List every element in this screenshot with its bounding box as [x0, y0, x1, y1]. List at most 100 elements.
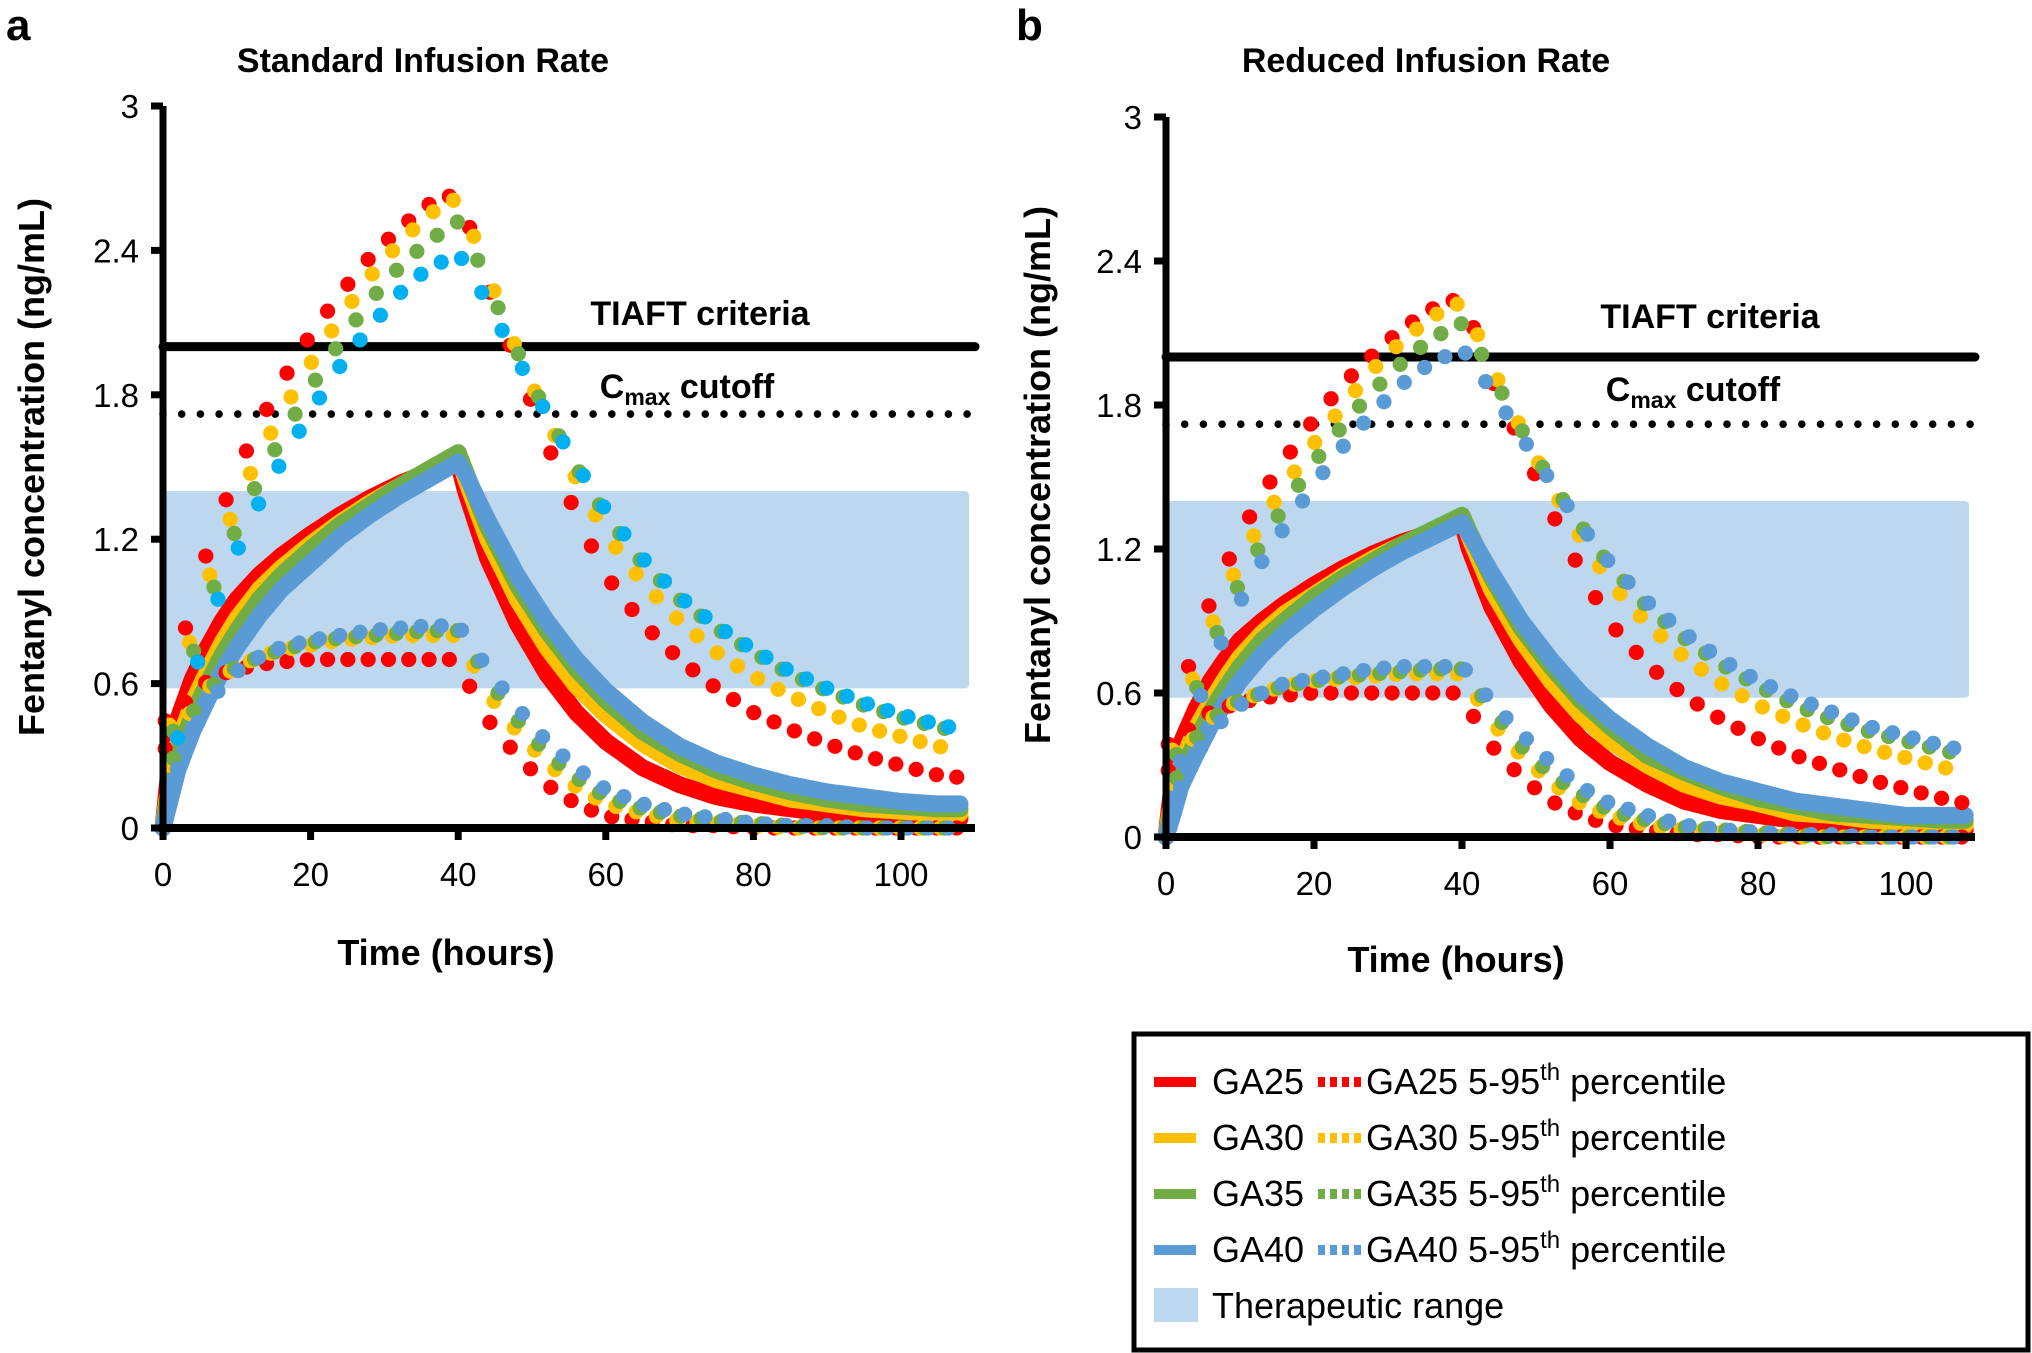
percentile-point [1233, 696, 1250, 712]
percentile-point [291, 635, 307, 651]
percentile-point [421, 651, 437, 668]
percentile-point [190, 654, 206, 670]
panel-b: b Reduced Infusion Rate 0 0.6 1.2 1.8 2.4 3 0 2… [1016, 1, 1980, 980]
percentile-point [1730, 720, 1746, 736]
cmax-cutoff-dot [907, 410, 915, 418]
percentile-point [409, 243, 425, 259]
percentile-point [1673, 646, 1689, 662]
percentile-series-ga40-95th-percentile [169, 250, 957, 746]
cmax-cutoff-dot [1629, 420, 1638, 429]
cmax-cutoff-dot [1573, 420, 1582, 429]
cmax-cutoff-dot [252, 410, 261, 418]
cmax-cutoff-dot [1498, 420, 1507, 429]
percentile-point [210, 591, 226, 607]
percentile-point [1661, 612, 1677, 628]
percentile-point [912, 733, 928, 750]
cmax-cutoff-dot [1891, 420, 1900, 429]
y-tick-label: 0.6 [93, 666, 139, 703]
legend-label-sup: th [1540, 1171, 1560, 1198]
percentile-point [1331, 422, 1347, 438]
percentile-point [624, 601, 640, 618]
percentile-point [1343, 685, 1359, 701]
chart-title: Reduced Infusion Rate [1242, 42, 1610, 80]
percentile-point [1669, 681, 1685, 698]
y-tick-label: 3 [121, 88, 139, 125]
legend-label: Therapeutic range [1212, 1285, 1504, 1326]
percentile-point [1294, 493, 1311, 509]
cmax-cutoff-dot [757, 410, 766, 418]
percentile-point [1579, 782, 1596, 799]
percentile-point [303, 354, 319, 370]
percentile-point [1335, 666, 1351, 682]
percentile-point [677, 593, 693, 609]
percentile-point [344, 293, 360, 310]
percentile-point [1465, 708, 1482, 725]
percentile-point [811, 701, 827, 717]
percentile-point [441, 651, 457, 668]
percentile-point [242, 465, 259, 482]
percentile-point [1453, 316, 1469, 332]
percentile-point [490, 300, 506, 316]
y-axis-label: Fentanyl concentration (ng/mL) [11, 198, 52, 736]
cmax-cutoff-dot [664, 410, 672, 418]
percentile-point [1433, 326, 1449, 342]
percentile-point [807, 731, 823, 747]
cmax-cutoff-dot [383, 410, 392, 418]
percentile-point [1640, 595, 1657, 611]
median-line-ga40 [1157, 514, 1974, 846]
legend-swatch-dot [1330, 1189, 1337, 1199]
percentile-point [393, 284, 409, 300]
y-tick-label: 1.8 [93, 377, 139, 414]
percentile-point [1303, 416, 1319, 432]
legend-item-percentile: GA30 5-95th percentile [1318, 1115, 1726, 1158]
legend-swatch-box [1154, 1288, 1198, 1322]
cmax-cutoff-dot [738, 410, 747, 418]
percentile-point [319, 651, 336, 668]
percentile-point [1315, 669, 1331, 685]
percentile-point [1392, 356, 1408, 372]
cmax-cutoff-dot [570, 410, 579, 418]
percentile-point [218, 492, 234, 508]
percentile-point [348, 312, 364, 328]
percentile-point [388, 262, 405, 278]
percentile-point [259, 401, 275, 417]
percentile-point [1547, 795, 1563, 811]
percentile-point [1343, 368, 1359, 384]
percentile-point [1425, 685, 1441, 701]
percentile-point [1457, 345, 1473, 361]
percentile-point [888, 756, 904, 772]
cmax-cutoff-dot [963, 410, 971, 418]
percentile-point [1355, 415, 1372, 431]
cmax-cutoff-dot [495, 410, 504, 418]
legend-label-suffix: percentile [1560, 1173, 1726, 1214]
percentile-point [1490, 372, 1506, 388]
percentile-point [1539, 467, 1555, 484]
percentile-point [474, 284, 490, 301]
cmax-cutoff-dot [851, 410, 859, 418]
percentile-point [798, 671, 815, 687]
cmax-cutoff-dot [720, 410, 728, 418]
y-tick-label: 2.4 [1096, 243, 1142, 280]
cmax-cutoff-dot [1910, 420, 1918, 429]
cmax-cutoff-dot [1966, 420, 1974, 429]
legend-item-ga40: GA40 [1154, 1229, 1304, 1270]
percentile-point [1294, 672, 1311, 689]
percentile-point [1518, 731, 1534, 747]
cmax-cutoff-dot [327, 410, 336, 418]
percentile-point [697, 609, 713, 625]
percentile-point [250, 649, 267, 665]
percentile-point [340, 651, 356, 668]
percentile-point [177, 620, 194, 636]
cmax-cutoff-dot [626, 410, 635, 418]
cmax-cutoff-dot [439, 410, 448, 418]
percentile-point [238, 443, 254, 459]
legend-swatch-dot [1330, 1133, 1337, 1143]
percentile-point [867, 751, 884, 767]
legend-swatch-dot [1354, 1245, 1361, 1255]
percentile-point [1954, 795, 1970, 811]
percentile-point [535, 398, 551, 415]
percentile-point [453, 622, 470, 638]
percentile-point [1771, 740, 1787, 756]
legend-swatch-dot [1342, 1189, 1349, 1199]
cmax-cutoff-dot [196, 410, 205, 418]
